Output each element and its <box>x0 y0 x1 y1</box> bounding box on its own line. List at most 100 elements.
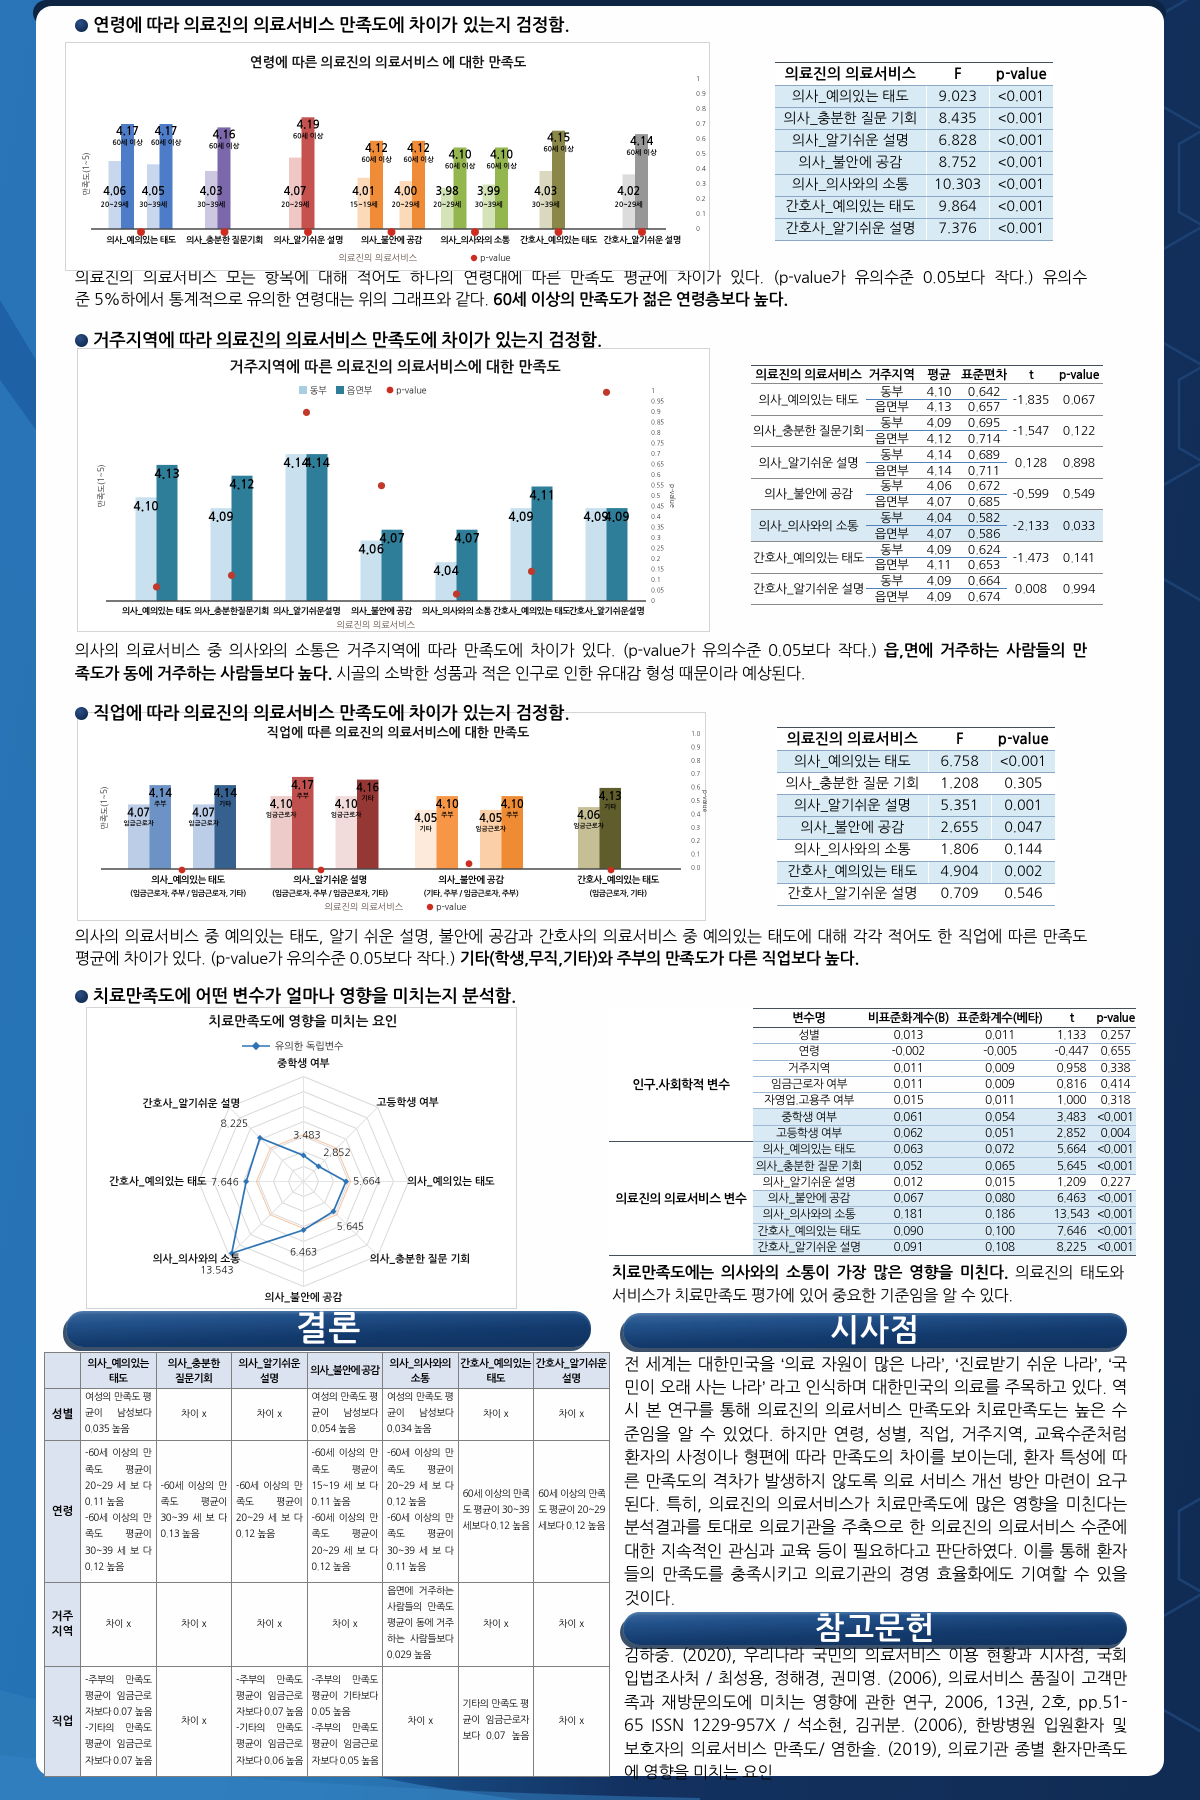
svg-text:임금근로자: 임금근로자 <box>123 819 154 826</box>
svg-text:p-value: p-value <box>396 386 427 396</box>
svg-text:4.05: 4.05 <box>479 813 503 824</box>
svg-text:0.05: 0.05 <box>651 587 664 594</box>
svg-text:p-value: p-value <box>668 484 676 508</box>
svg-text:주부: 주부 <box>154 800 166 807</box>
svg-text:0.85: 0.85 <box>651 419 664 426</box>
svg-text:4.12: 4.12 <box>229 479 254 491</box>
svg-text:4.00: 4.00 <box>394 186 418 197</box>
svg-text:의사_불안에 공감: 의사_불안에 공감 <box>438 874 504 885</box>
svg-text:의사_알기쉬운 설명: 의사_알기쉬운 설명 <box>273 235 343 245</box>
svg-text:4.10: 4.10 <box>133 500 159 512</box>
svg-text:4.14: 4.14 <box>283 457 309 469</box>
svg-text:0.1: 0.1 <box>696 210 706 217</box>
svg-text:0: 0 <box>651 597 655 604</box>
svg-text:0.9: 0.9 <box>651 408 661 415</box>
svg-text:0.6: 0.6 <box>696 135 706 142</box>
svg-text:0.3: 0.3 <box>696 180 706 187</box>
svg-text:연령에 따른 의료진의 의료서비스 에 대한 만족도: 연령에 따른 의료진의 의료서비스 에 대한 만족도 <box>250 55 527 70</box>
svg-text:(임금근로자, 기타): (임금근로자, 기타) <box>589 889 646 898</box>
svg-text:간호사_예의있는 태도: 간호사_예의있는 태도 <box>520 235 597 245</box>
svg-text:의사_알기쉬운 설명: 의사_알기쉬운 설명 <box>293 874 367 885</box>
svg-text:30~39세: 30~39세 <box>197 201 225 209</box>
svg-text:간호사_예의있는 태도: 간호사_예의있는 태도 <box>493 606 570 616</box>
svg-text:임금근로자: 임금근로자 <box>475 825 506 832</box>
svg-text:0.7: 0.7 <box>691 771 700 777</box>
svg-text:4.09: 4.09 <box>508 511 534 523</box>
svg-text:7.646: 7.646 <box>211 1178 238 1188</box>
svg-text:4.09: 4.09 <box>208 511 234 523</box>
svg-text:0.9: 0.9 <box>696 90 706 97</box>
svg-text:만족도(1~5): 만족도(1~5) <box>82 152 91 195</box>
svg-text:0.7: 0.7 <box>651 450 661 457</box>
svg-text:4.03: 4.03 <box>534 186 558 197</box>
svg-text:4.14: 4.14 <box>630 136 654 147</box>
svg-text:4.07: 4.07 <box>379 533 404 545</box>
svg-text:4.06: 4.06 <box>103 186 127 197</box>
svg-text:의사_의사와의 소통: 의사_의사와의 소통 <box>440 235 510 245</box>
svg-text:의사_충분한 질문기회: 의사_충분한 질문기회 <box>186 235 263 245</box>
svg-text:4.17: 4.17 <box>154 126 178 137</box>
svg-text:4.11: 4.11 <box>529 490 554 502</box>
svg-text:30~39세: 30~39세 <box>532 201 560 209</box>
svg-text:20~29세: 20~29세 <box>615 201 643 209</box>
svg-text:4.10: 4.10 <box>270 799 294 810</box>
svg-text:20~29세: 20~29세 <box>101 201 129 209</box>
svg-text:0.0: 0.0 <box>691 865 700 871</box>
svg-text:임금근로자: 임금근로자 <box>188 819 219 826</box>
svg-text:4.19: 4.19 <box>296 119 320 130</box>
svg-text:0.45: 0.45 <box>651 503 664 510</box>
svg-text:임금근로자: 임금근로자 <box>331 811 362 818</box>
svg-text:주부: 주부 <box>506 811 518 818</box>
svg-text:0.4: 0.4 <box>691 811 700 817</box>
svg-text:4.07: 4.07 <box>454 533 479 545</box>
svg-text:4.01: 4.01 <box>352 186 375 197</box>
svg-text:4.09: 4.09 <box>604 511 630 523</box>
svg-text:60세 이상: 60세 이상 <box>361 156 392 164</box>
svg-text:주부: 주부 <box>297 792 309 799</box>
svg-text:30~39세: 30~39세 <box>475 201 503 209</box>
svg-text:60세 이상: 60세 이상 <box>445 163 476 171</box>
svg-text:60세 이상: 60세 이상 <box>543 146 574 154</box>
svg-text:임금근로자: 임금근로자 <box>573 822 604 829</box>
svg-text:13.543: 13.543 <box>200 1266 233 1276</box>
svg-text:4.14: 4.14 <box>149 788 173 799</box>
svg-text:기타: 기타 <box>362 795 374 802</box>
svg-text:0.8: 0.8 <box>696 105 706 112</box>
svg-text:0.2: 0.2 <box>691 838 700 844</box>
svg-text:4.10: 4.10 <box>501 799 525 810</box>
svg-text:0.1: 0.1 <box>691 852 700 858</box>
svg-text:주부: 주부 <box>441 811 453 818</box>
svg-text:4.06: 4.06 <box>577 810 601 821</box>
svg-text:0.95: 0.95 <box>651 398 664 405</box>
svg-text:4.09: 4.09 <box>583 511 609 523</box>
svg-text:간호사_예의있는 태도: 간호사_예의있는 태도 <box>109 1176 207 1187</box>
svg-text:의사_충분한 질문 기회: 의사_충분한 질문 기회 <box>370 1253 470 1265</box>
svg-text:4.17: 4.17 <box>116 126 140 137</box>
svg-text:4.15: 4.15 <box>547 133 571 144</box>
svg-text:1: 1 <box>651 387 655 394</box>
svg-text:0.2: 0.2 <box>651 555 661 562</box>
svg-text:4.05: 4.05 <box>142 186 166 197</box>
svg-text:읍면부: 읍면부 <box>347 386 372 396</box>
svg-text:4.05: 4.05 <box>414 813 438 824</box>
svg-text:20~29세: 20~29세 <box>281 201 309 209</box>
svg-text:간호사_알기쉬운 설명: 간호사_알기쉬운 설명 <box>143 1097 240 1109</box>
svg-text:4.13: 4.13 <box>154 468 179 480</box>
svg-text:0.9: 0.9 <box>691 744 700 750</box>
svg-text:4.04: 4.04 <box>433 565 459 577</box>
svg-text:4.10: 4.10 <box>436 799 460 810</box>
svg-text:기타: 기타 <box>604 803 616 810</box>
svg-text:8.225: 8.225 <box>221 1119 248 1129</box>
svg-text:4.14: 4.14 <box>304 457 330 469</box>
svg-text:0.5: 0.5 <box>691 798 700 804</box>
svg-text:0.75: 0.75 <box>651 440 664 447</box>
svg-text:5.645: 5.645 <box>337 1222 364 1232</box>
svg-text:60세 이상: 60세 이상 <box>293 132 324 140</box>
svg-text:0.35: 0.35 <box>651 524 664 531</box>
svg-text:0.5: 0.5 <box>696 150 706 157</box>
svg-text:유의한 독립변수: 유의한 독립변수 <box>275 1041 344 1052</box>
svg-text:의사_알기쉬운설명: 의사_알기쉬운설명 <box>273 606 340 616</box>
svg-text:의사_예의있는 태도: 의사_예의있는 태도 <box>407 1176 495 1187</box>
svg-text:60세 이상: 60세 이상 <box>209 142 240 150</box>
svg-text:고등학생 여부: 고등학생 여부 <box>377 1096 439 1108</box>
